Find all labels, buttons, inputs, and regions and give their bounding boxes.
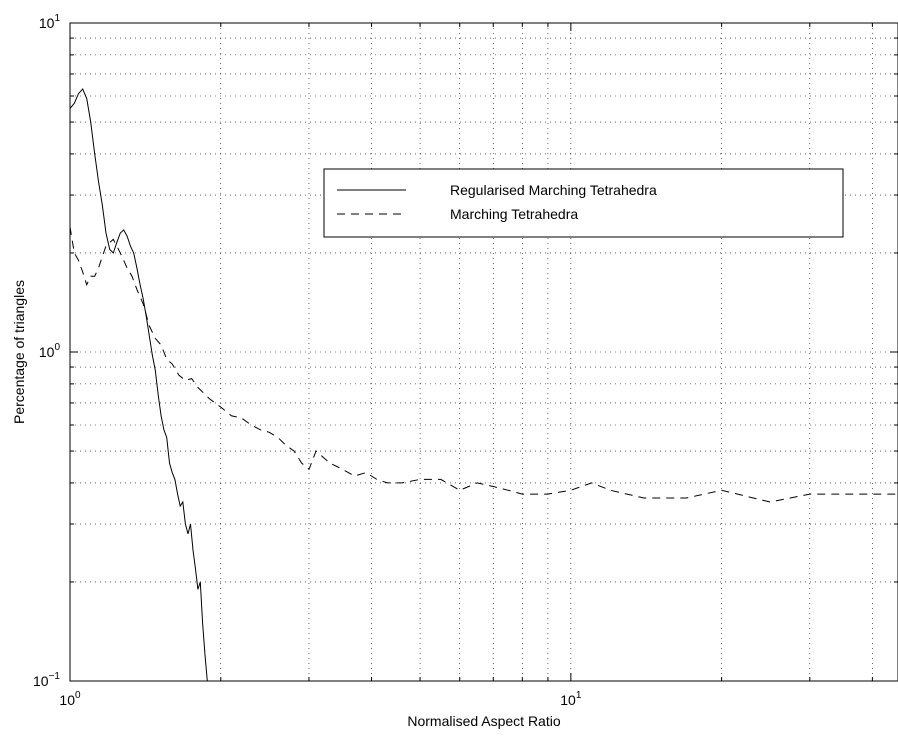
- y-tick-label: 100: [39, 342, 61, 360]
- plot-area: [70, 23, 898, 681]
- grid-lines: [70, 23, 898, 681]
- x-tick-label: 101: [560, 690, 582, 708]
- x-axis-label: Normalised Aspect Ratio: [407, 713, 561, 729]
- legend-label-marching: Marching Tetrahedra: [450, 206, 578, 222]
- series-regularised-line: [69, 88, 208, 682]
- legend-label-regularised: Regularised Marching Tetrahedra: [450, 182, 657, 198]
- legend-box: [323, 168, 844, 238]
- series-layer: [69, 88, 898, 682]
- y-axis-label: Percentage of triangles: [11, 280, 27, 424]
- legend: Regularised Marching Tetrahedra Marching…: [323, 168, 844, 238]
- y-tick-label: 101: [39, 13, 61, 31]
- y-tick-label: 10−1: [33, 671, 60, 689]
- tick-marks: [70, 23, 898, 681]
- x-tick-label: 100: [59, 690, 81, 708]
- series-marching-line: [69, 226, 898, 503]
